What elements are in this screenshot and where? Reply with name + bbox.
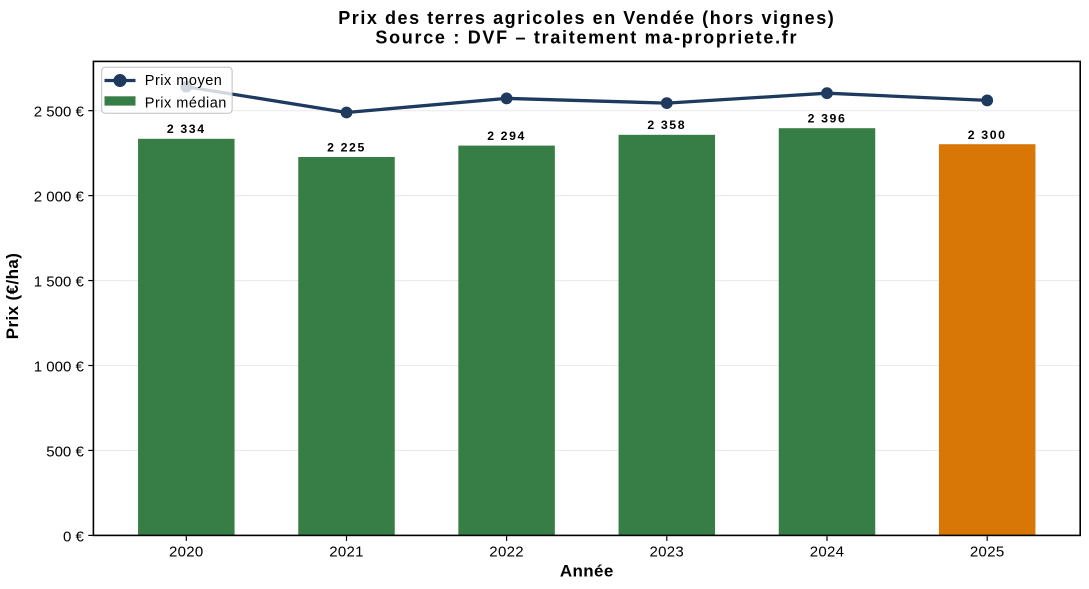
svg-text:Source : DVF – traitement ma-p: Source : DVF – traitement ma-propriete.f…	[375, 28, 798, 48]
svg-text:500 €: 500 €	[46, 443, 84, 460]
svg-text:2 334: 2 334	[167, 122, 206, 136]
svg-text:Année: Année	[560, 562, 614, 581]
svg-text:2 225: 2 225	[327, 141, 366, 155]
svg-text:2022: 2022	[489, 544, 524, 561]
svg-text:Prix médian: Prix médian	[145, 96, 227, 112]
svg-text:2 358: 2 358	[647, 118, 686, 132]
svg-text:2 396: 2 396	[808, 112, 847, 126]
svg-text:2021: 2021	[329, 544, 364, 561]
svg-text:2020: 2020	[169, 544, 204, 561]
svg-text:1 500 €: 1 500 €	[34, 273, 85, 290]
svg-text:2023: 2023	[650, 544, 685, 561]
svg-text:1 000 €: 1 000 €	[34, 358, 85, 375]
svg-text:0 €: 0 €	[63, 528, 85, 545]
svg-text:2 000 €: 2 000 €	[34, 189, 85, 206]
svg-text:Prix moyen: Prix moyen	[145, 73, 223, 89]
svg-text:2024: 2024	[810, 544, 845, 561]
svg-text:2 300: 2 300	[968, 128, 1007, 142]
svg-text:Prix des terres agricoles en V: Prix des terres agricoles en Vendée (hor…	[338, 8, 835, 28]
svg-text:2 500 €: 2 500 €	[34, 104, 85, 121]
svg-text:Prix (€/ha): Prix (€/ha)	[3, 253, 22, 340]
svg-text:2 294: 2 294	[487, 129, 526, 143]
svg-text:2025: 2025	[970, 544, 1005, 561]
